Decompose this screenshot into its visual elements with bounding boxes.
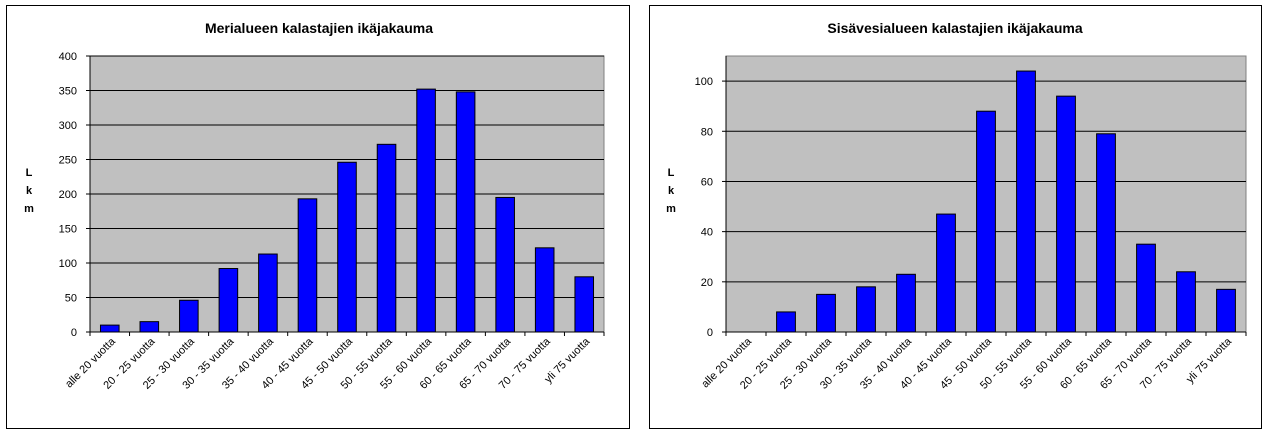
y-tick-label: 20	[701, 277, 713, 289]
bar	[218, 268, 239, 333]
y-tick-label: 80	[701, 126, 713, 138]
chart-title: Merialueen kalastajien ikäjakauma	[205, 20, 433, 36]
chart-merialue-svg: Merialueen kalastajien ikäjakauma L k m 0 50 1…	[24, 20, 605, 392]
y-tick-label: 60	[701, 176, 713, 188]
bar	[816, 293, 836, 333]
bar	[534, 247, 555, 333]
y-tick-label: 300	[59, 120, 77, 132]
bar	[99, 324, 120, 333]
bar	[1216, 288, 1236, 333]
y-tick-label: 200	[59, 189, 77, 201]
bar	[179, 299, 199, 333]
bar	[376, 143, 397, 333]
y-tick-label: 100	[695, 76, 713, 88]
y-tick-label: 50	[65, 293, 77, 305]
bar	[1176, 271, 1196, 333]
bar	[1096, 133, 1116, 333]
bar	[1136, 243, 1156, 333]
bar	[976, 110, 996, 333]
y-tick-label: 0	[71, 327, 77, 339]
bar	[776, 311, 796, 333]
bar	[297, 198, 318, 333]
y-tick-label: 250	[59, 155, 77, 167]
bar	[337, 161, 357, 333]
chart-sisavesialue-svg: Sisävesialueen kalastajien ikäjakauma L k m…	[666, 20, 1247, 392]
chart-title: Sisävesialueen kalastajien ikäjakauma	[827, 20, 1082, 36]
bar	[1016, 70, 1036, 333]
bar	[856, 286, 876, 333]
y-tick-label: 100	[59, 258, 77, 270]
bar	[455, 91, 476, 333]
bar	[896, 273, 916, 333]
bar	[936, 213, 956, 333]
y-tick-label: 400	[59, 51, 77, 63]
y-tick-label: 0	[707, 327, 713, 339]
bar	[1056, 95, 1076, 333]
y-tick-label: 150	[59, 224, 77, 236]
bar	[416, 88, 436, 333]
bar	[139, 321, 160, 333]
bar	[574, 276, 595, 333]
y-tick-label: 350	[59, 86, 77, 98]
y-tick-label: 40	[701, 227, 713, 239]
bar	[258, 253, 278, 333]
bar	[495, 196, 515, 333]
